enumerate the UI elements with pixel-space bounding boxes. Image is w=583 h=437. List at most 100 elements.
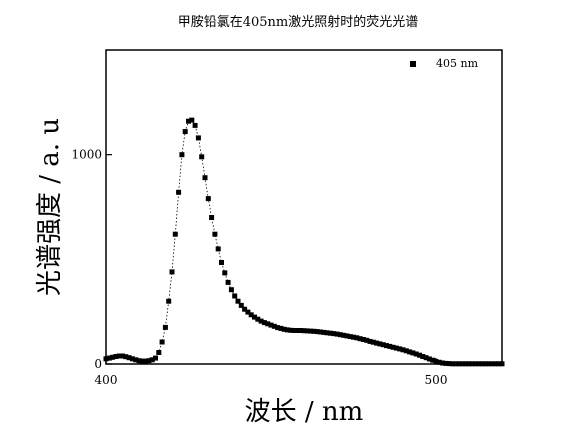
data-point xyxy=(228,287,234,293)
data-point xyxy=(205,196,211,202)
data-point xyxy=(308,328,314,334)
data-point xyxy=(143,358,149,364)
data-point xyxy=(153,355,158,361)
data-point xyxy=(235,298,241,304)
legend-label: 405 nm xyxy=(436,57,479,70)
data-point xyxy=(370,339,376,345)
data-point xyxy=(367,338,373,344)
data-point xyxy=(492,361,498,367)
data-point xyxy=(291,328,297,333)
chart-title: 甲胺铅氯在405nm激光照射时的荧光光谱 xyxy=(178,14,419,30)
data-point xyxy=(384,343,389,349)
data-point xyxy=(499,361,505,367)
y-ticks: 0 1000 xyxy=(71,148,112,371)
data-point xyxy=(238,302,244,308)
data-point xyxy=(410,350,416,356)
data-point xyxy=(453,361,459,367)
data-point xyxy=(126,355,132,361)
data-point xyxy=(245,309,251,315)
data-point xyxy=(430,357,436,363)
data-point xyxy=(450,361,455,367)
data-point xyxy=(489,361,495,367)
data-point xyxy=(344,333,350,339)
data-point xyxy=(195,135,201,141)
data-point xyxy=(456,361,462,367)
data-point xyxy=(219,260,224,265)
data-point xyxy=(486,361,492,367)
data-point xyxy=(301,328,307,334)
data-point xyxy=(337,332,343,338)
data-point xyxy=(321,329,327,335)
plot-frame xyxy=(105,49,503,365)
data-point xyxy=(103,356,109,362)
data-point xyxy=(242,306,248,312)
data-point xyxy=(146,358,152,364)
data-point xyxy=(496,361,502,367)
data-point xyxy=(423,355,429,361)
x-tick-label: 400 xyxy=(95,373,118,387)
data-point xyxy=(298,328,304,333)
x-tick-label: 500 xyxy=(425,373,448,387)
data-point xyxy=(446,361,452,367)
data-point xyxy=(397,346,403,352)
data-point xyxy=(189,117,195,123)
data-point xyxy=(360,337,366,342)
data-point xyxy=(374,340,380,346)
data-point xyxy=(258,318,264,324)
data-point xyxy=(212,231,218,237)
data-point xyxy=(149,357,155,363)
data-point xyxy=(413,351,419,357)
data-point xyxy=(351,334,356,340)
data-point xyxy=(268,322,274,328)
data-point xyxy=(341,332,347,338)
data-point xyxy=(327,330,333,336)
data-point xyxy=(232,293,238,299)
data-point xyxy=(106,355,112,361)
data-point xyxy=(469,361,475,367)
data-point xyxy=(420,354,426,359)
series-points xyxy=(103,117,505,367)
data-point xyxy=(334,331,340,337)
data-point xyxy=(387,343,393,349)
data-point xyxy=(380,342,386,348)
data-point xyxy=(275,325,281,331)
data-point xyxy=(463,361,469,367)
data-point xyxy=(172,231,178,237)
legend-marker xyxy=(410,61,416,67)
legend: 405 nm xyxy=(410,57,479,70)
data-point xyxy=(199,154,205,160)
data-point xyxy=(288,327,294,333)
data-point xyxy=(176,189,182,195)
data-point xyxy=(483,361,488,367)
data-point xyxy=(169,269,175,275)
data-point xyxy=(426,356,432,362)
data-point xyxy=(186,118,191,124)
data-point xyxy=(192,122,198,128)
y-axis-label: 光谱强度 / a. u xyxy=(35,118,65,296)
data-point xyxy=(252,314,257,320)
data-point xyxy=(265,321,271,327)
data-point xyxy=(162,324,168,330)
data-point xyxy=(354,335,360,341)
data-point xyxy=(440,360,446,366)
y-tick-label: 0 xyxy=(94,357,102,371)
data-point xyxy=(271,323,277,329)
x-axis-label: 波长 / nm xyxy=(245,397,364,427)
data-point xyxy=(222,270,228,276)
data-point xyxy=(459,361,465,367)
data-point xyxy=(417,352,422,358)
data-point xyxy=(136,358,142,364)
data-point xyxy=(261,320,267,326)
data-point xyxy=(248,312,254,318)
data-point xyxy=(433,359,439,364)
data-point xyxy=(479,361,485,367)
data-point xyxy=(436,359,442,365)
data-point xyxy=(331,331,337,337)
data-point xyxy=(304,328,310,334)
data-point xyxy=(476,361,482,367)
data-point xyxy=(166,298,172,304)
data-point xyxy=(400,347,406,353)
data-point xyxy=(215,246,221,252)
data-point xyxy=(116,353,122,359)
